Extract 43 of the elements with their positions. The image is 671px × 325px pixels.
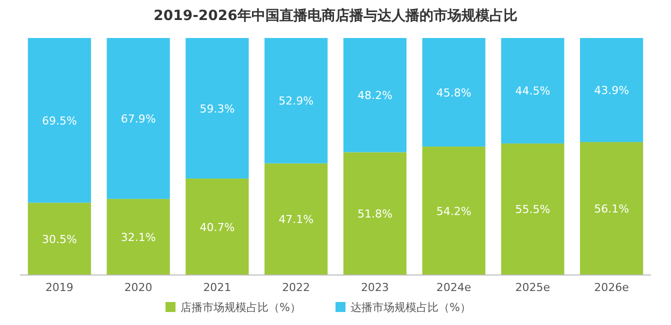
bar	[501, 38, 564, 144]
bar	[186, 178, 249, 275]
data-label: 45.8%	[436, 86, 472, 100]
x-tick-label: 2022	[282, 281, 310, 294]
bar	[186, 38, 249, 179]
data-label: 32.1%	[120, 230, 156, 244]
bar	[264, 163, 328, 275]
data-label: 56.1%	[594, 202, 630, 216]
x-tick-label: 2019	[45, 281, 74, 294]
x-tick-label: 2023	[360, 281, 389, 294]
data-label: 69.5%	[42, 114, 77, 128]
bar	[106, 198, 170, 275]
bar	[28, 38, 91, 203]
legend-label: 店播市场规模占比（%）	[180, 301, 301, 314]
bar	[422, 38, 486, 147]
data-label: 55.5%	[515, 203, 550, 216]
legend-label: 达播市场规模占比（%）	[350, 301, 471, 314]
data-label: 40.7%	[200, 220, 235, 234]
data-label: 47.1%	[278, 213, 314, 226]
bar	[580, 38, 644, 142]
data-label: 59.3%	[200, 102, 235, 116]
data-label: 51.8%	[357, 208, 392, 221]
data-label: 67.9%	[120, 112, 156, 126]
x-tick-label: 2020	[124, 281, 152, 294]
bar	[264, 38, 328, 164]
data-label: 43.9%	[594, 84, 630, 98]
bar	[501, 143, 564, 275]
bar	[28, 202, 91, 275]
x-tick-label: 2024e	[436, 281, 472, 294]
data-label: 52.9%	[278, 94, 314, 108]
bar	[343, 152, 406, 275]
bar	[580, 142, 644, 275]
data-label: 48.2%	[357, 89, 392, 102]
x-tick-label: 2026e	[594, 281, 630, 294]
bar	[106, 38, 170, 199]
bar	[422, 146, 486, 275]
bar	[343, 38, 406, 152]
x-tick-label: 2021	[203, 281, 232, 294]
chart-title: 2019-2026年中国直播电商店播与达人播的市场规模占比	[154, 7, 518, 24]
data-label: 44.5%	[515, 84, 550, 98]
data-label: 54.2%	[436, 204, 472, 218]
x-tick-label: 2025e	[515, 281, 550, 294]
data-label: 30.5%	[42, 232, 77, 246]
